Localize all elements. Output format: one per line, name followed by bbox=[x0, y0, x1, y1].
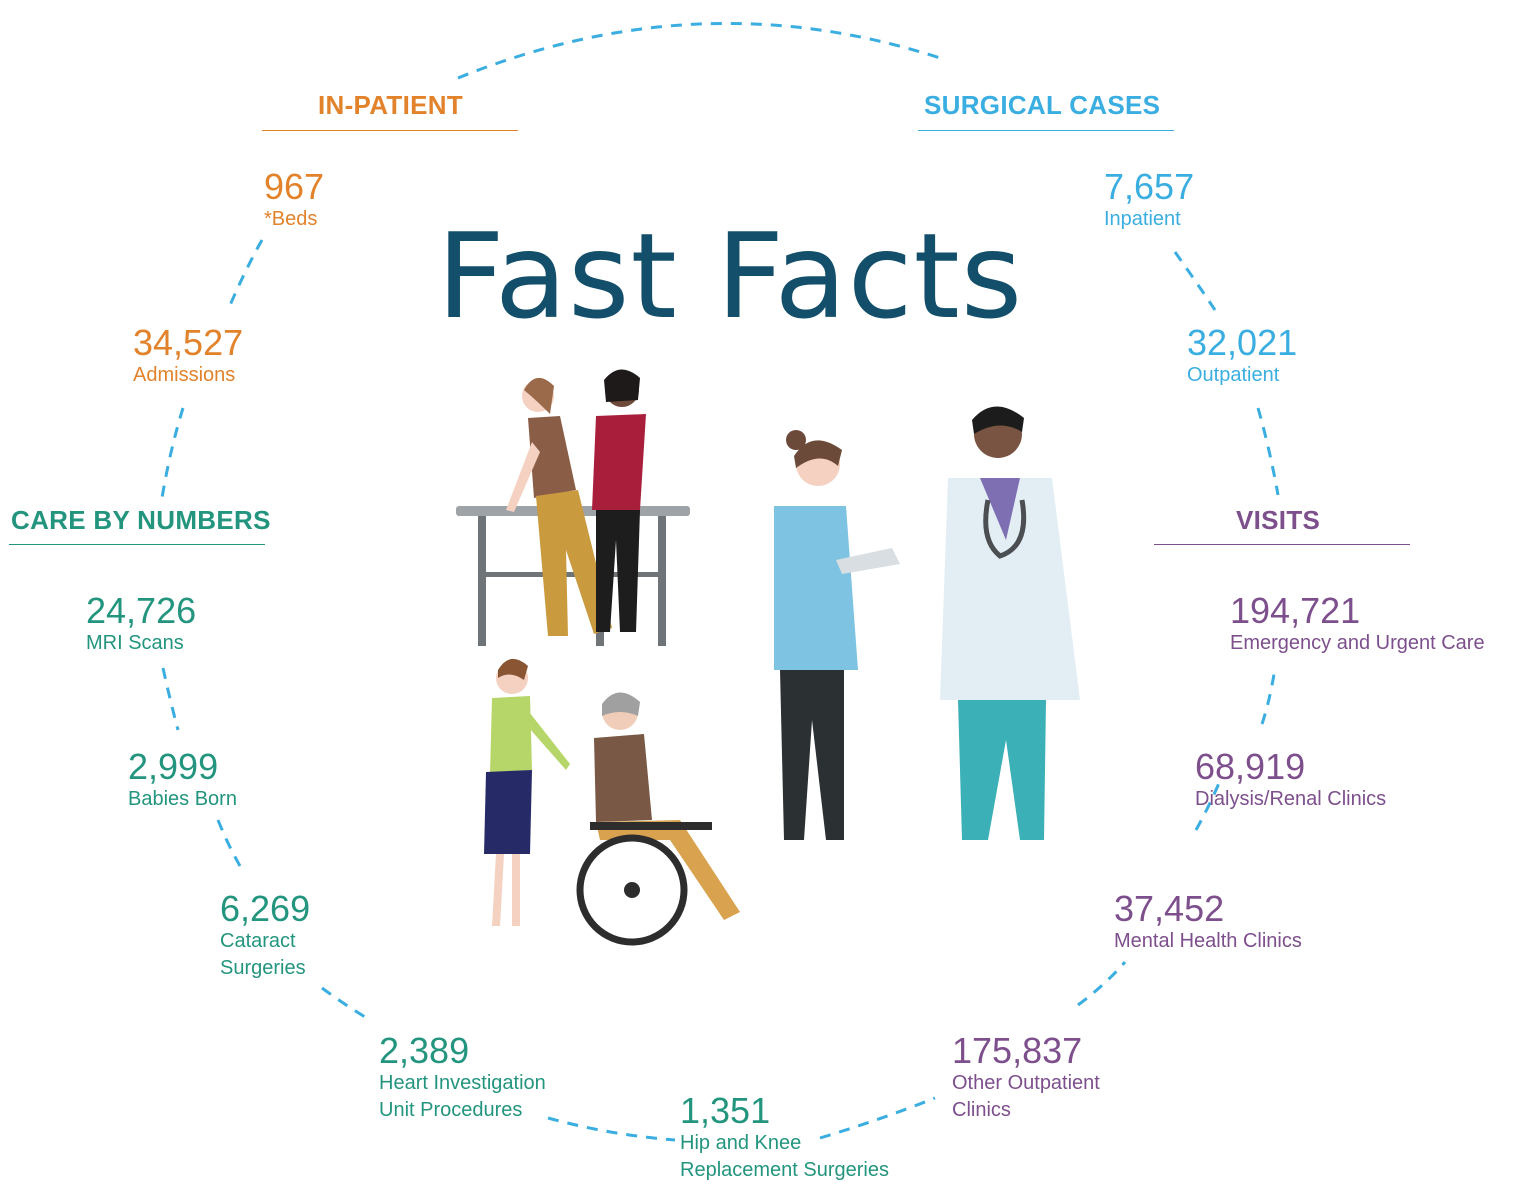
stat-hip-knee: 1,351 Hip and Knee Replacement Surgeries bbox=[680, 1092, 889, 1184]
stat-label: Mental Health Clinics bbox=[1114, 929, 1302, 952]
section-rule-in-patient bbox=[262, 130, 518, 131]
stat-value: 1,351 bbox=[680, 1090, 771, 1131]
section-care-by-numbers: CARE BY NUMBERS bbox=[11, 505, 271, 535]
therapist-illustration bbox=[592, 369, 646, 632]
walking-patient-illustration bbox=[506, 377, 612, 636]
stat-value: 6,269 bbox=[220, 888, 311, 929]
stat-value: 32,021 bbox=[1187, 322, 1298, 363]
stat-label: Hip and Knee Replacement Surgeries bbox=[680, 1131, 889, 1181]
page-title: Fast Facts bbox=[436, 207, 1024, 345]
ring-arc-dialysis-emergency bbox=[1260, 667, 1277, 725]
stat-label: Other Outpatient Clinics bbox=[952, 1071, 1100, 1121]
stat-value: 967 bbox=[264, 166, 325, 207]
ring-arc-other-mental bbox=[1077, 961, 1127, 1007]
section-surgical-cases: SURGICAL CASES bbox=[924, 90, 1161, 120]
stat-value: 37,452 bbox=[1114, 888, 1225, 929]
stat-surgical-inpatient: 7,657 Inpatient bbox=[1104, 168, 1194, 233]
stat-label: *Beds bbox=[264, 207, 318, 230]
stat-value: 2,999 bbox=[128, 746, 219, 787]
stat-value: 68,919 bbox=[1195, 746, 1306, 787]
ring-arc-babies-cataract bbox=[216, 819, 242, 867]
stat-label: Emergency and Urgent Care bbox=[1230, 631, 1485, 654]
stat-emergency: 194,721 Emergency and Urgent Care bbox=[1230, 592, 1485, 657]
stat-mri: 24,726 MRI Scans bbox=[86, 592, 196, 657]
stat-label: Cataract Surgeries bbox=[220, 929, 306, 979]
stat-value: 24,726 bbox=[86, 590, 197, 631]
stat-beds: 967 *Beds bbox=[264, 168, 324, 233]
stat-mental: 37,452 Mental Health Clinics bbox=[1114, 890, 1302, 955]
stat-other-outpatient: 175,837 Other Outpatient Clinics bbox=[952, 1032, 1100, 1124]
section-rule-visits bbox=[1154, 544, 1410, 545]
stat-value: 175,837 bbox=[952, 1030, 1083, 1071]
stat-cataract: 6,269 Cataract Surgeries bbox=[220, 890, 310, 982]
stat-label: MRI Scans bbox=[86, 631, 184, 654]
stat-value: 34,527 bbox=[133, 322, 244, 363]
stat-label: Inpatient bbox=[1104, 207, 1181, 230]
stat-value: 7,657 bbox=[1104, 166, 1195, 207]
stat-label: Dialysis/Renal Clinics bbox=[1195, 787, 1387, 810]
ring-arc-mental-dialysis bbox=[1194, 775, 1224, 831]
doctor-illustration bbox=[940, 406, 1080, 840]
section-rule-care-by-numbers bbox=[9, 544, 265, 545]
ring-arc-bottom-right bbox=[819, 1096, 936, 1140]
section-visits: VISITS bbox=[1236, 505, 1321, 535]
ring-arc-beds-admissions bbox=[226, 239, 264, 311]
section-rule-surgical-cases bbox=[918, 130, 1174, 131]
stat-heart: 2,389 Heart Investigation Unit Procedure… bbox=[379, 1032, 546, 1124]
ring-arc-outpatient-visits bbox=[1256, 407, 1280, 496]
ring-arc-top bbox=[457, 21, 941, 80]
caregiver-illustration bbox=[484, 658, 570, 926]
ring-arc-admissions-care bbox=[160, 407, 185, 499]
stat-value: 2,389 bbox=[379, 1030, 470, 1071]
wheelchair-illustration bbox=[576, 692, 740, 946]
stat-surgical-outpatient: 32,021 Outpatient bbox=[1187, 324, 1297, 389]
stat-label: Outpatient bbox=[1187, 363, 1280, 386]
stat-label: Admissions bbox=[133, 363, 236, 386]
stat-dialysis: 68,919 Dialysis/Renal Clinics bbox=[1195, 748, 1386, 813]
stat-admissions: 34,527 Admissions bbox=[133, 324, 243, 389]
nurse-illustration bbox=[774, 430, 900, 840]
care-illustration bbox=[456, 369, 1080, 946]
ring-arc-mri-babies bbox=[161, 667, 180, 731]
ring-arc-bottom-left bbox=[547, 1116, 676, 1142]
stat-label: Babies Born bbox=[128, 787, 237, 810]
ring-arc-cataract-heart bbox=[321, 986, 371, 1022]
section-in-patient: IN-PATIENT bbox=[318, 90, 464, 120]
ring-arc-inpatient-outpatient bbox=[1173, 251, 1217, 311]
stat-value: 194,721 bbox=[1230, 590, 1361, 631]
stat-babies: 2,999 Babies Born bbox=[128, 748, 237, 813]
stat-label: Heart Investigation Unit Procedures bbox=[379, 1071, 546, 1121]
